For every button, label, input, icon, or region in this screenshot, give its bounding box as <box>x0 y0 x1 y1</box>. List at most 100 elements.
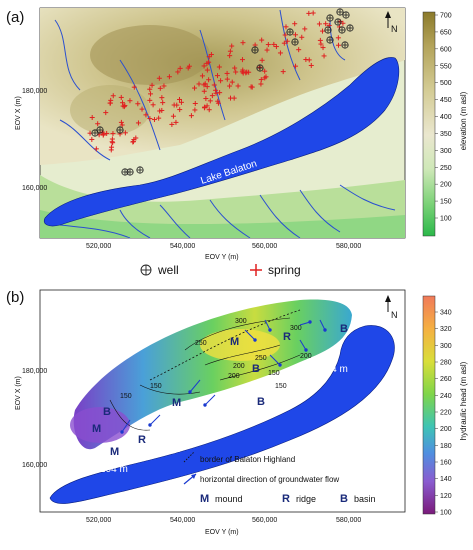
legend-basin: basin <box>354 494 376 504</box>
flow-arrow-head <box>253 338 257 342</box>
panel-a: (a) Lake Balaton <box>6 7 468 277</box>
marker-B: B <box>252 363 260 375</box>
head-tick-label: 240 <box>440 393 452 400</box>
legend-spring: spring <box>268 263 301 277</box>
y-tick-b-160000: 160,000 <box>22 462 47 469</box>
flow-arrow <box>121 419 131 433</box>
elevation-tick-label: 500 <box>440 80 452 87</box>
marker-B: B <box>340 323 348 335</box>
elevation-colorbar-ticks: 700 650 600 550 500 450 400 350 300 250 200 150 100 <box>435 13 452 223</box>
contour-label: 150 <box>268 370 280 377</box>
flow-arrows <box>120 319 327 434</box>
x-tick-b-540000: 540,000 <box>170 517 195 524</box>
legend-ridge-symbol: R <box>282 493 290 505</box>
elevation-tick-label: 450 <box>440 97 452 104</box>
elevation-tick-label: 300 <box>440 148 452 155</box>
flow-arrow-head <box>203 403 207 407</box>
highland-border <box>149 309 301 381</box>
x-tick-b-560000: 560,000 <box>252 517 277 524</box>
marker-M: M <box>92 423 101 435</box>
x-tick-b-520000: 520,000 <box>86 517 111 524</box>
flow-arrow-head <box>148 423 152 427</box>
flow-arrow <box>204 394 216 406</box>
flow-arrow <box>319 319 326 331</box>
flow-arrow-head <box>268 328 272 332</box>
terrain-plain <box>40 210 405 238</box>
panel-a-label: (a) <box>6 9 24 26</box>
lake-level-1: 104 m <box>100 464 128 475</box>
head-low-zone <box>70 407 130 443</box>
flow-arrow <box>149 414 161 426</box>
terrain-peak <box>90 25 210 85</box>
head-tick-label: 180 <box>440 443 452 450</box>
panel-b: (b) Lake Balaton 104 m 104 m 30030025025… <box>6 289 468 536</box>
x-tick-a-520000: 520,000 <box>86 243 111 250</box>
flow-arrow <box>269 354 281 366</box>
lake-balaton-b <box>49 325 395 504</box>
contour-label: 150 <box>275 383 287 390</box>
flow-arrow <box>264 319 271 331</box>
y-tick-a-160000: 160,000 <box>22 185 47 192</box>
elevation-tick-label: 700 <box>440 13 452 20</box>
elevation-tick-label: 550 <box>440 63 452 70</box>
head-tick-label: 200 <box>440 426 452 433</box>
flow-arrow-head <box>323 328 327 332</box>
legend-ridge: ridge <box>296 494 316 504</box>
contour-label: 150 <box>120 393 132 400</box>
contour-label: 200 <box>300 353 312 360</box>
elevation-tick-label: 150 <box>440 199 452 206</box>
spring-markers <box>87 10 346 153</box>
elevation-tick-label: 350 <box>440 131 452 138</box>
terrain-hill <box>70 85 150 135</box>
head-colorbar-ticks: 340 320 300 280 260 240 220 200 180 160 140 120 100 <box>435 310 452 517</box>
x-tick-a-540000: 540,000 <box>170 243 195 250</box>
legend-flow: horizontal direction of groundwater flow <box>200 475 339 484</box>
head-tick-label: 280 <box>440 360 452 367</box>
head-high-zone <box>200 329 280 361</box>
y-tick-a-180000: 180,000 <box>22 88 47 95</box>
elevation-tick-label: 100 <box>440 216 452 223</box>
flow-arrow-head <box>278 363 282 367</box>
flow-arrow <box>244 329 256 341</box>
marker-M: M <box>110 446 119 458</box>
north-arrow-b: N <box>385 295 398 320</box>
north-label-b: N <box>391 310 398 320</box>
head-colorbar <box>422 295 436 515</box>
flow-arrow-head <box>188 390 192 394</box>
lake-level-2: 104 m <box>320 364 348 375</box>
lake-balaton <box>43 57 400 227</box>
y-axis-title-a: EOV X (m) <box>15 96 22 130</box>
contour-label: 300 <box>290 325 302 332</box>
head-contours <box>109 317 301 431</box>
flow-arrow <box>299 321 311 326</box>
head-tick-label: 220 <box>440 410 452 417</box>
legend-mound: mound <box>215 494 243 504</box>
y-axis-title-b: EOV X (m) <box>15 376 22 410</box>
head-tick-label: 140 <box>440 476 452 483</box>
legend-basin-symbol: B <box>340 493 348 505</box>
contour-label: 200 <box>233 363 245 370</box>
hydraulic-head-field <box>73 299 353 450</box>
legend-mound-symbol: M <box>200 493 209 505</box>
contour-label: 250 <box>255 355 267 362</box>
head-colorbar-title: hydraulic head (m asl) <box>459 361 468 440</box>
north-arrow-a: N <box>385 11 398 34</box>
head-tick-label: 300 <box>440 343 452 350</box>
legend-border: border of Balaton Highland <box>200 455 295 464</box>
head-tick-label: 260 <box>440 376 452 383</box>
head-tick-label: 100 <box>440 510 452 517</box>
x-tick-b-580000: 580,000 <box>336 517 361 524</box>
legend-a: well spring <box>140 263 301 277</box>
marker-B: B <box>257 396 265 408</box>
head-tick-label: 340 <box>440 310 452 317</box>
y-tick-b-180000: 180,000 <box>22 368 47 375</box>
elevation-tick-label: 400 <box>440 114 452 121</box>
panel-b-label: (b) <box>6 289 24 306</box>
x-tick-a-560000: 560,000 <box>252 243 277 250</box>
contour-label: 300 <box>235 318 247 325</box>
contour-label: 250 <box>195 340 207 347</box>
north-label-a: N <box>391 24 398 34</box>
x-axis-title-a: EOV Y (m) <box>205 254 239 261</box>
elevation-tick-label: 200 <box>440 182 452 189</box>
